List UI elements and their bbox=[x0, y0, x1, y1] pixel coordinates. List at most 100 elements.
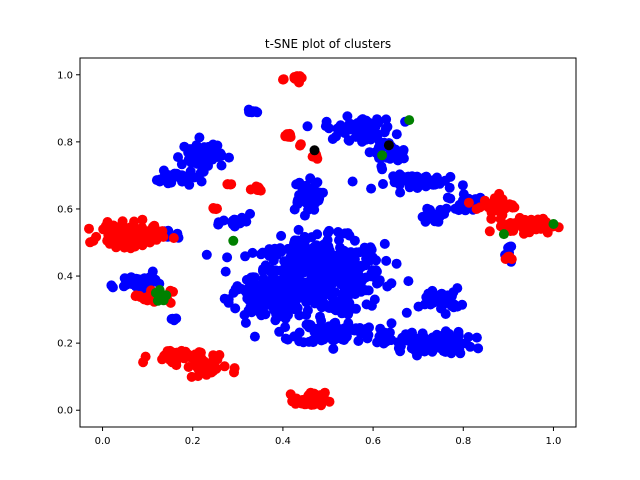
scatter-point bbox=[343, 318, 354, 329]
scatter-point bbox=[294, 243, 304, 254]
scatter-point bbox=[440, 309, 451, 319]
scatter-point bbox=[131, 277, 142, 288]
scatter-point bbox=[440, 175, 451, 186]
scatter-point bbox=[232, 218, 243, 229]
scatter-point bbox=[373, 277, 384, 288]
scatter-point bbox=[270, 265, 281, 276]
scatter-point bbox=[293, 224, 304, 235]
scatter-point bbox=[168, 233, 179, 243]
scatter-point bbox=[329, 250, 339, 261]
scatter-point bbox=[345, 304, 356, 315]
scatter-point bbox=[137, 214, 148, 225]
scatter-point bbox=[328, 262, 339, 273]
scatter-point bbox=[481, 198, 492, 209]
scatter-point bbox=[167, 313, 178, 324]
scatter-point bbox=[301, 310, 312, 320]
x-axis: 0.0 0.2 0.4 0.6 0.8 1.0 bbox=[95, 427, 562, 447]
scatter-point bbox=[196, 176, 207, 187]
scatter-point bbox=[174, 348, 185, 359]
scatter-point bbox=[334, 235, 344, 246]
scatter-point bbox=[312, 177, 323, 188]
scatter-point bbox=[222, 179, 233, 190]
scatter-point bbox=[404, 173, 415, 184]
scatter-point bbox=[306, 232, 317, 243]
chart-title: t-SNE plot of clusters bbox=[265, 37, 391, 51]
scatter-point bbox=[201, 249, 212, 260]
x-tick-label: 0.6 bbox=[365, 436, 381, 447]
scatter-point bbox=[278, 279, 289, 289]
scatter-point bbox=[360, 260, 371, 271]
scatter-point bbox=[121, 276, 132, 287]
scatter-point bbox=[318, 297, 329, 308]
scatter-point bbox=[162, 169, 173, 180]
scatter-point bbox=[518, 216, 529, 227]
scatter-point bbox=[186, 371, 197, 382]
scatter-point bbox=[316, 335, 327, 346]
scatter-point bbox=[104, 238, 115, 249]
scatter-point bbox=[117, 238, 128, 249]
scatter-point bbox=[166, 177, 177, 188]
scatter-point bbox=[140, 351, 151, 362]
x-tick-label: 1.0 bbox=[546, 436, 562, 447]
scatter-point bbox=[375, 330, 386, 340]
scatter-point bbox=[239, 213, 250, 224]
scatter-point bbox=[280, 322, 291, 333]
scatter-point bbox=[220, 266, 231, 277]
scatter-point bbox=[84, 223, 94, 234]
scatter-point bbox=[252, 107, 263, 118]
scatter-point bbox=[332, 123, 343, 134]
scatter-point bbox=[139, 294, 150, 305]
scatter-point bbox=[189, 354, 200, 365]
scatter-point bbox=[121, 223, 132, 234]
scatter-point bbox=[339, 245, 349, 256]
scatter-point bbox=[333, 227, 344, 237]
scatter-point bbox=[183, 362, 194, 372]
scatter-point bbox=[343, 135, 354, 146]
scatter-point bbox=[258, 264, 268, 275]
scatter-point bbox=[230, 303, 241, 314]
scatter-point bbox=[324, 225, 335, 236]
scatter-point bbox=[381, 255, 392, 266]
scatter-point bbox=[199, 142, 210, 153]
scatter-point bbox=[419, 178, 430, 189]
scatter-point bbox=[432, 338, 443, 349]
scatter-point bbox=[444, 328, 455, 339]
scatter-point bbox=[299, 231, 310, 242]
scatter-point bbox=[391, 258, 402, 269]
scatter-point bbox=[327, 278, 337, 289]
scatter-point bbox=[150, 274, 161, 285]
scatter-point bbox=[208, 203, 219, 214]
x-tick-label: 0.0 bbox=[95, 436, 111, 447]
scatter-point bbox=[349, 235, 360, 246]
scatter-point bbox=[282, 129, 293, 140]
scatter-point bbox=[347, 176, 358, 187]
scatter-point bbox=[335, 270, 346, 281]
scatter-point bbox=[534, 222, 545, 233]
scatter-point bbox=[356, 281, 366, 292]
scatter-point bbox=[272, 311, 283, 322]
scatter-point bbox=[176, 159, 187, 170]
scatter-point bbox=[255, 308, 266, 319]
scatter-point bbox=[216, 160, 227, 171]
scatter-point bbox=[285, 389, 296, 400]
scatter-point bbox=[453, 326, 464, 337]
scatter-point bbox=[427, 208, 437, 219]
scatter-point bbox=[493, 206, 504, 217]
scatter-point bbox=[244, 273, 255, 284]
scatter-point bbox=[357, 246, 367, 257]
scatter-point bbox=[379, 238, 390, 249]
scatter-point bbox=[254, 185, 264, 195]
scatter-point bbox=[264, 250, 275, 261]
plot-frame bbox=[79, 57, 577, 428]
scatter-point bbox=[295, 140, 305, 151]
scatter-point bbox=[207, 154, 218, 165]
scatter-point bbox=[413, 301, 424, 312]
scatter-point bbox=[313, 195, 324, 206]
scatter-point bbox=[386, 318, 397, 329]
scatter-point bbox=[484, 226, 495, 237]
scatter-point bbox=[297, 190, 308, 201]
scatter-point bbox=[302, 257, 313, 268]
scatter-point bbox=[106, 280, 117, 291]
scatter-point bbox=[314, 287, 325, 298]
scatter-point bbox=[412, 173, 423, 184]
